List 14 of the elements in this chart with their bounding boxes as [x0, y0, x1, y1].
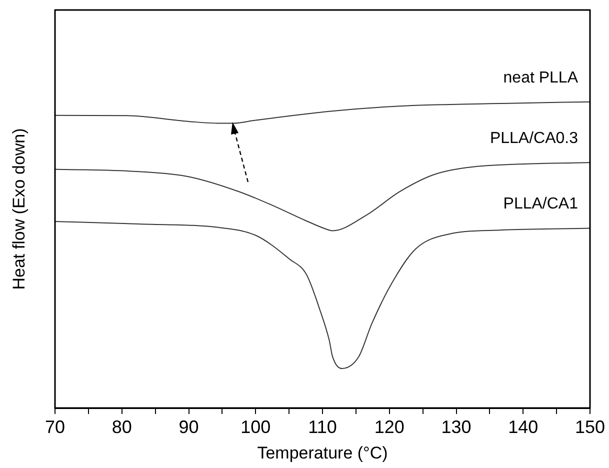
x-tick-label: 140 — [508, 416, 538, 437]
x-tick-label: 110 — [308, 416, 337, 437]
series-label: PLLA/CA1 — [503, 196, 578, 213]
x-tick-label: 80 — [112, 416, 132, 437]
x-tick-label: 100 — [240, 416, 271, 437]
x-tick-label: 120 — [374, 416, 404, 437]
y-axis-title: Heat flow (Exo down) — [10, 128, 29, 290]
x-tick-label: 130 — [441, 416, 472, 437]
series-label: PLLA/CA0.3 — [490, 130, 578, 147]
x-axis-title: Temperature (°C) — [257, 443, 388, 462]
series-label: neat PLLA — [503, 69, 578, 86]
x-tick-label: 90 — [178, 416, 199, 437]
x-tick-label: 150 — [574, 416, 606, 437]
x-tick-label: 70 — [44, 416, 66, 437]
